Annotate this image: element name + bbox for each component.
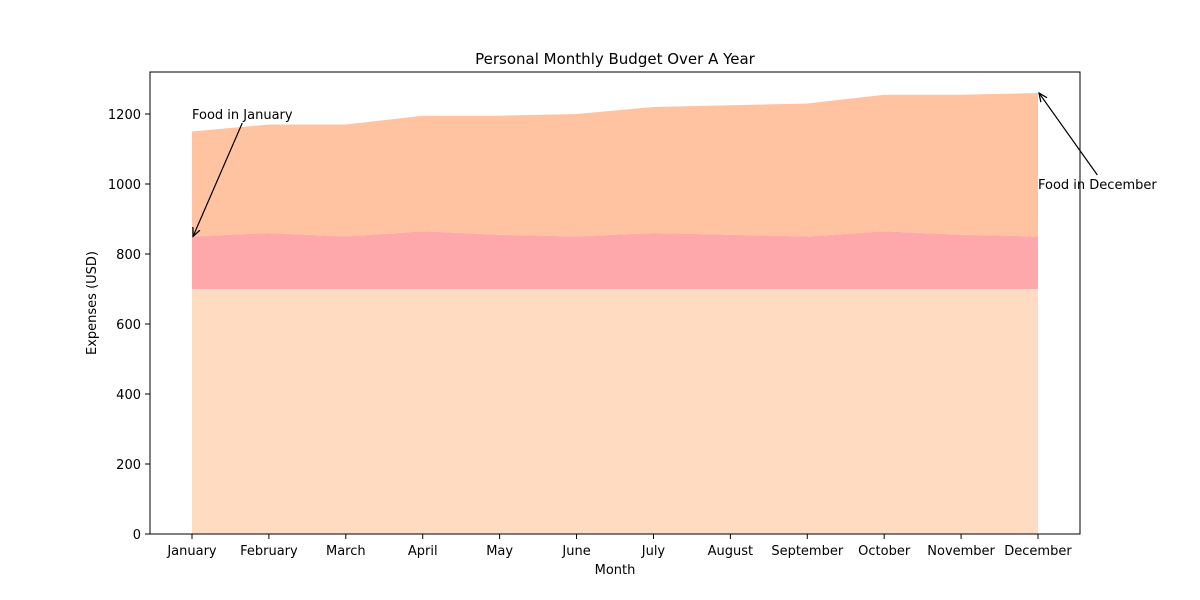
y-tick-label: 1200 xyxy=(108,108,141,123)
x-tick-label: March xyxy=(326,544,366,559)
y-axis: 0 200 400 600 800 1000 1200 xyxy=(108,108,150,543)
area-series-2 xyxy=(192,231,1038,289)
y-tick-label: 600 xyxy=(116,318,141,333)
area-series-1 xyxy=(192,289,1038,534)
x-tick-label: July xyxy=(641,544,666,559)
y-tick-label: 0 xyxy=(133,528,141,543)
x-tick-label: December xyxy=(1004,544,1072,559)
x-tick-label: April xyxy=(408,544,438,559)
x-tick-label: November xyxy=(927,544,995,559)
x-tick-label: February xyxy=(240,544,298,559)
x-tick-label: September xyxy=(771,544,844,559)
x-tick-label: August xyxy=(708,544,754,559)
x-tick-label: January xyxy=(166,544,217,559)
area-series-3 xyxy=(192,93,1038,237)
annotations-layer: Food in January Food in December xyxy=(192,93,1157,237)
annotation-label-2: Food in December xyxy=(1038,178,1157,193)
y-tick-label: 1000 xyxy=(108,178,141,193)
annotation-arrow-1 xyxy=(193,122,243,237)
y-tick-label: 400 xyxy=(116,388,141,403)
annotation-arrow-2 xyxy=(1039,93,1098,176)
chart-title: Personal Monthly Budget Over A Year xyxy=(475,50,756,68)
x-tick-label: May xyxy=(486,544,513,559)
annotation-label-1: Food in January xyxy=(192,108,293,123)
y-tick-label: 800 xyxy=(116,248,141,263)
x-tick-label: October xyxy=(858,544,911,559)
x-tick-label: June xyxy=(561,544,590,559)
plot-frame xyxy=(149,71,1081,535)
x-axis-label: Month xyxy=(595,563,636,578)
y-tick-label: 200 xyxy=(116,458,141,473)
areas-layer xyxy=(192,93,1038,534)
y-axis-label: Expenses (USD) xyxy=(85,251,100,355)
x-axis: January February March April May June July Augu… xyxy=(166,534,1072,559)
